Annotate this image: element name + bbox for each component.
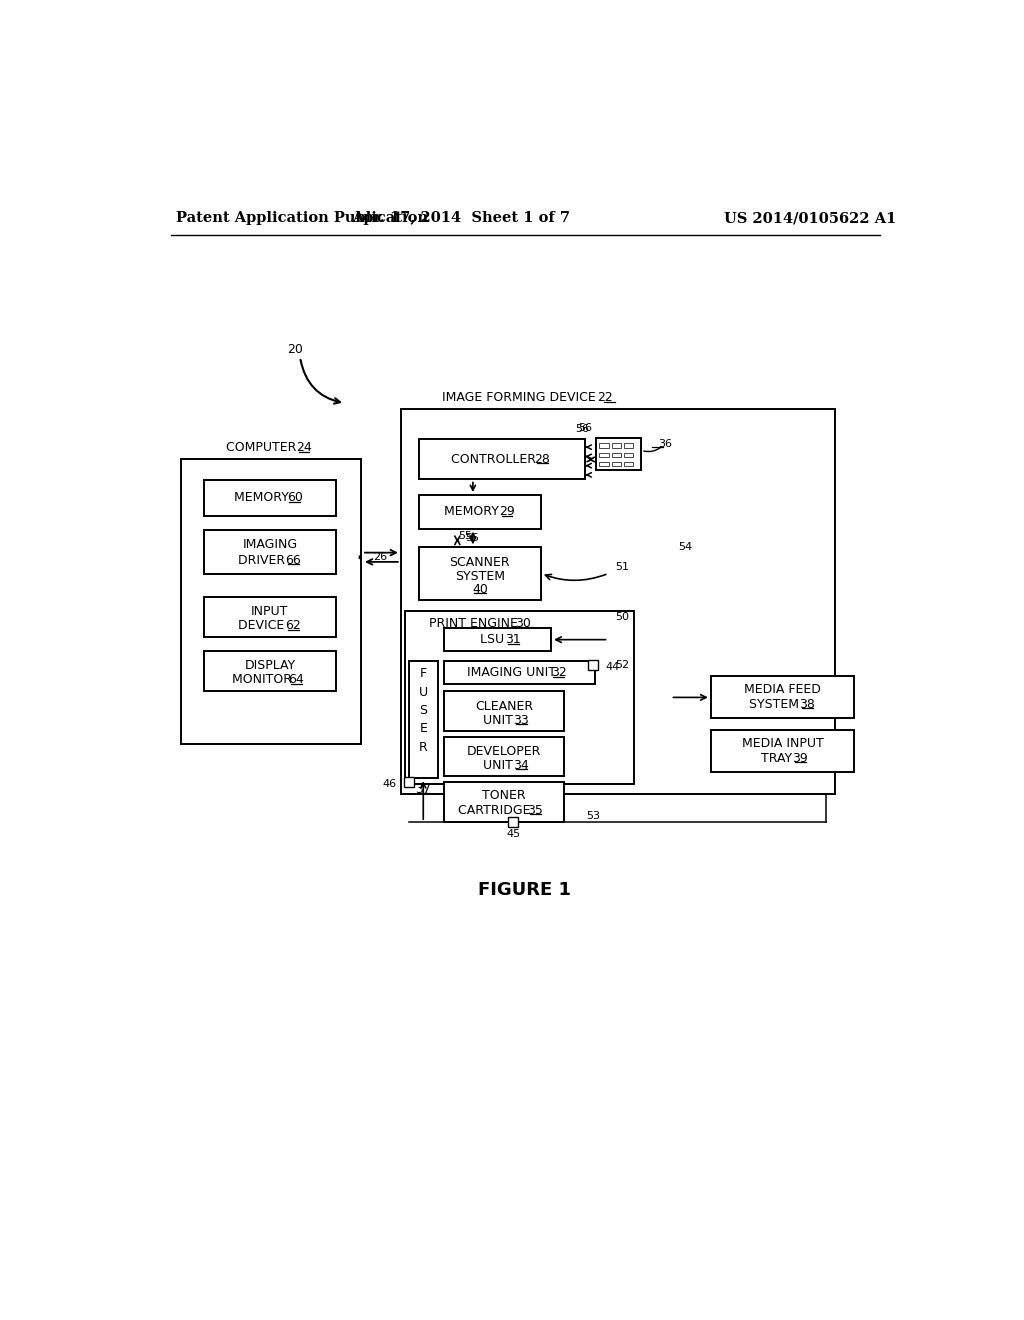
Text: US 2014/0105622 A1: US 2014/0105622 A1	[724, 211, 896, 226]
Text: UNIT: UNIT	[483, 714, 517, 727]
Text: IMAGE FORMING DEVICE: IMAGE FORMING DEVICE	[442, 391, 600, 404]
Text: SCANNER: SCANNER	[450, 556, 510, 569]
Text: 28: 28	[535, 453, 550, 466]
Text: SYSTEM: SYSTEM	[750, 698, 803, 711]
Bar	[409, 661, 438, 779]
Bar	[611, 462, 621, 466]
Text: U: U	[419, 685, 428, 698]
Text: 24: 24	[296, 441, 311, 454]
Text: SYSTEM: SYSTEM	[455, 570, 505, 583]
Text: MEDIA INPUT: MEDIA INPUT	[741, 737, 823, 750]
Text: DISPLAY: DISPLAY	[245, 659, 295, 672]
Text: 60: 60	[287, 491, 302, 504]
Text: R: R	[419, 741, 428, 754]
Text: 34: 34	[513, 759, 529, 772]
Text: MEMORY: MEMORY	[444, 506, 503, 519]
Text: 56: 56	[579, 422, 592, 433]
Bar	[624, 453, 633, 457]
Text: 52: 52	[614, 660, 629, 671]
Bar	[624, 462, 633, 466]
Text: 45: 45	[506, 829, 520, 840]
Text: INPUT: INPUT	[251, 605, 289, 618]
Text: 64: 64	[289, 673, 304, 686]
Text: S: S	[419, 704, 427, 717]
Bar	[599, 444, 608, 447]
Text: MONITOR: MONITOR	[231, 673, 296, 686]
Bar	[444, 661, 595, 684]
Text: DEVELOPER: DEVELOPER	[467, 744, 542, 758]
Text: CLEANER: CLEANER	[475, 700, 534, 713]
Bar	[444, 738, 564, 776]
Bar	[204, 529, 336, 574]
Text: 33: 33	[513, 714, 529, 727]
Text: PRINT ENGINE: PRINT ENGINE	[429, 616, 521, 630]
Bar	[406, 611, 634, 784]
Bar	[444, 628, 551, 651]
Text: 20: 20	[287, 343, 303, 356]
Bar	[508, 817, 518, 828]
Bar	[204, 651, 336, 692]
Text: MEMORY: MEMORY	[234, 491, 293, 504]
Text: 31: 31	[505, 634, 521, 647]
Text: IMAGING: IMAGING	[243, 539, 297, 552]
Text: 50: 50	[614, 611, 629, 622]
Text: 56: 56	[575, 424, 589, 434]
Text: 35: 35	[527, 804, 543, 817]
Text: 39: 39	[793, 751, 808, 764]
Text: DEVICE: DEVICE	[239, 619, 289, 632]
Text: E: E	[420, 722, 427, 735]
Text: 44: 44	[605, 661, 620, 672]
Bar	[596, 438, 641, 470]
Text: Apr. 17, 2014  Sheet 1 of 7: Apr. 17, 2014 Sheet 1 of 7	[352, 211, 570, 226]
Bar	[204, 598, 336, 638]
Text: LSU: LSU	[479, 634, 508, 647]
Bar	[403, 777, 414, 787]
Text: 66: 66	[286, 554, 301, 566]
Bar	[180, 459, 360, 743]
Bar	[611, 444, 621, 447]
Text: 55: 55	[458, 532, 472, 541]
Text: COMPUTER: COMPUTER	[225, 441, 300, 454]
Text: 29: 29	[499, 506, 515, 519]
Text: IMAGING UNIT: IMAGING UNIT	[467, 667, 560, 680]
Text: 46: 46	[382, 779, 396, 788]
Text: 62: 62	[286, 619, 301, 632]
Text: 22: 22	[597, 391, 612, 404]
Bar	[419, 440, 586, 479]
Bar	[588, 660, 598, 671]
Bar	[624, 444, 633, 447]
Bar	[611, 453, 621, 457]
Text: 37: 37	[416, 783, 431, 796]
Bar	[599, 453, 608, 457]
Text: 32: 32	[551, 667, 566, 680]
Text: 26: 26	[373, 552, 387, 562]
Bar	[599, 462, 608, 466]
Bar	[419, 548, 541, 599]
Text: DRIVER: DRIVER	[238, 554, 289, 566]
Bar	[711, 676, 854, 718]
Text: TRAY: TRAY	[761, 751, 797, 764]
Text: 55: 55	[465, 533, 479, 543]
Text: MEDIA FEED: MEDIA FEED	[744, 684, 821, 696]
Text: CONTROLLER: CONTROLLER	[452, 453, 541, 466]
Text: UNIT: UNIT	[483, 759, 517, 772]
Bar	[204, 480, 336, 516]
Text: Patent Application Publication: Patent Application Publication	[176, 211, 428, 226]
Text: 53: 53	[586, 810, 600, 821]
Text: 51: 51	[614, 561, 629, 572]
Bar	[711, 730, 854, 772]
Text: F: F	[420, 667, 427, 680]
Bar	[419, 495, 541, 529]
Text: 30: 30	[515, 616, 531, 630]
Text: TONER: TONER	[482, 789, 526, 803]
Bar	[444, 692, 564, 731]
Bar	[444, 781, 564, 822]
Text: FIGURE 1: FIGURE 1	[478, 880, 571, 899]
Bar	[400, 409, 835, 793]
Text: CARTRIDGE: CARTRIDGE	[459, 804, 535, 817]
Text: 38: 38	[800, 698, 815, 711]
Text: 40: 40	[472, 583, 487, 597]
Text: 36: 36	[658, 440, 672, 449]
Text: 54: 54	[678, 543, 692, 552]
